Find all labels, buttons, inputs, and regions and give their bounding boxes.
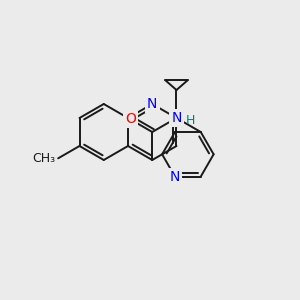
Text: N: N <box>147 97 158 111</box>
Text: CH₃: CH₃ <box>32 152 55 165</box>
Text: H: H <box>185 113 195 127</box>
Text: N: N <box>170 169 180 184</box>
Text: N: N <box>171 111 182 125</box>
Text: O: O <box>125 112 136 126</box>
